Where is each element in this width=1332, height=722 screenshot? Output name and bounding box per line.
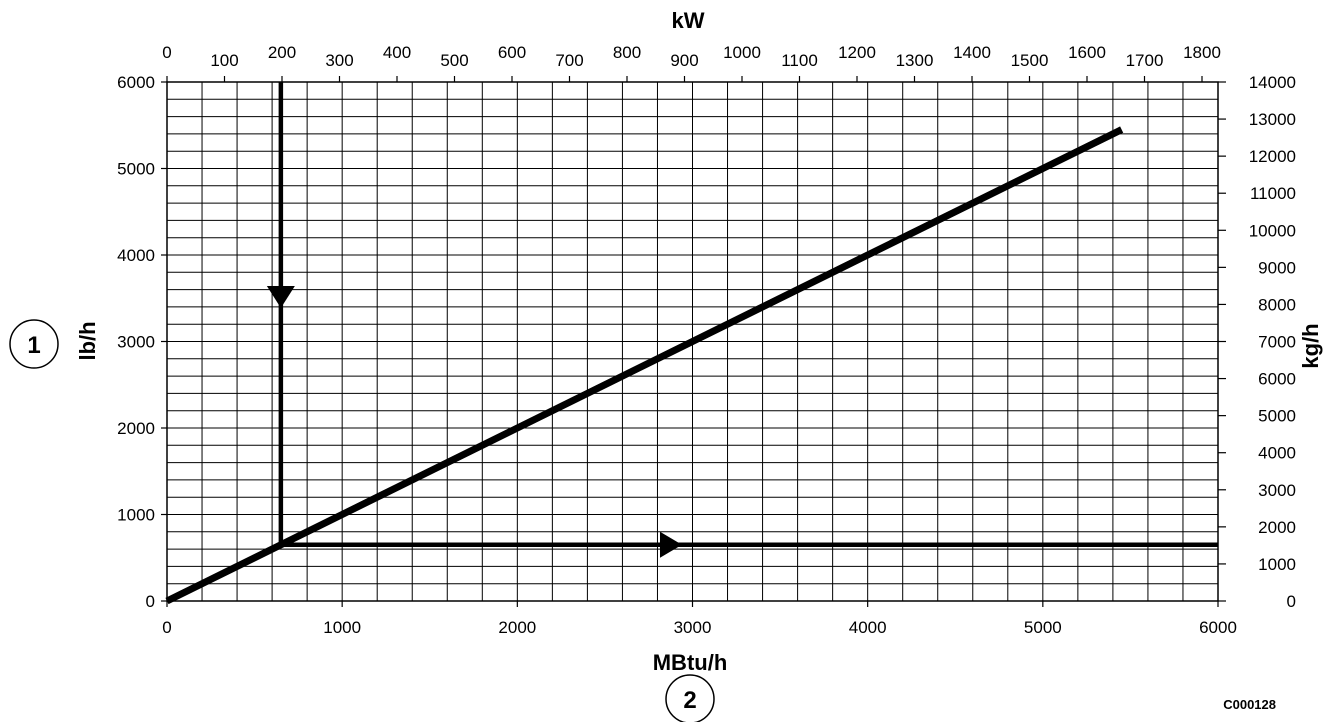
y2-tick-label: 4000 bbox=[1258, 444, 1296, 463]
x2-tick-label: 600 bbox=[498, 43, 526, 62]
x2-tick-label: 0 bbox=[162, 43, 171, 62]
x-axis-title: MBtu/h bbox=[653, 650, 728, 675]
grid bbox=[166, 81, 1219, 602]
arrow-right-icon bbox=[660, 531, 682, 558]
tick-labels: 0 1000 2000 3000 4000 5000 6000010002000300040… bbox=[117, 43, 1296, 637]
y-axis-title: lb/h bbox=[75, 321, 100, 360]
y2-axis-title: kg/h bbox=[1298, 323, 1323, 368]
x-tick-label: 6000 bbox=[1199, 618, 1237, 637]
y2-tick-label: 12000 bbox=[1249, 147, 1296, 166]
y-tick-label: 1000 bbox=[117, 506, 155, 525]
x-tick-label: 5000 bbox=[1024, 618, 1062, 637]
y2-tick-label: 14000 bbox=[1249, 73, 1296, 92]
y-tick-label: 6000 bbox=[117, 73, 155, 92]
y2-tick-label: 7000 bbox=[1258, 333, 1296, 352]
x2-tick-label: 1400 bbox=[953, 43, 991, 62]
x-tick-label: 0 bbox=[162, 618, 171, 637]
callout-1-circle bbox=[9, 319, 59, 369]
y2-tick-label: 8000 bbox=[1258, 295, 1296, 314]
arrow-down-icon bbox=[266, 286, 295, 308]
y-tick-label: 4000 bbox=[117, 246, 155, 265]
y-tick-label: 3000 bbox=[117, 333, 155, 352]
x2-tick-label: 1500 bbox=[1011, 51, 1049, 70]
callout-2-label: 2 bbox=[683, 687, 696, 714]
x2-tick-label: 1700 bbox=[1126, 51, 1164, 70]
x2-tick-label: 1300 bbox=[896, 51, 934, 70]
y2-tick-label: 0 bbox=[1287, 592, 1296, 611]
x2-tick-label: 1100 bbox=[781, 51, 818, 70]
y2-tick-label: 13000 bbox=[1249, 110, 1296, 129]
y-tick-label: 0 bbox=[146, 592, 155, 611]
x-tick-label: 1000 bbox=[323, 618, 361, 637]
figure-code: C000128 bbox=[1223, 697, 1276, 712]
x2-tick-label: 700 bbox=[555, 51, 583, 70]
x2-tick-label: 1800 bbox=[1183, 43, 1221, 62]
x-tick-label: 4000 bbox=[849, 618, 887, 637]
callout-1-label: 1 bbox=[27, 332, 40, 359]
y-tick-label: 2000 bbox=[117, 419, 155, 438]
x2-axis-title: kW bbox=[672, 8, 705, 33]
y2-tick-label: 11000 bbox=[1250, 184, 1296, 203]
x-tick-label: 2000 bbox=[498, 618, 536, 637]
series-layer bbox=[165, 126, 1124, 605]
y2-tick-label: 10000 bbox=[1249, 221, 1296, 240]
y2-tick-label: 2000 bbox=[1258, 518, 1296, 537]
y2-tick-label: 1000 bbox=[1258, 555, 1296, 574]
y-tick-label: 5000 bbox=[117, 160, 155, 179]
x2-tick-label: 200 bbox=[268, 43, 296, 62]
x-tick-label: 3000 bbox=[674, 618, 712, 637]
y2-tick-label: 9000 bbox=[1258, 258, 1296, 277]
x2-tick-label: 400 bbox=[383, 43, 411, 62]
example-path bbox=[266, 82, 1218, 558]
x2-tick-label: 1600 bbox=[1068, 43, 1106, 62]
conversion-line bbox=[165, 126, 1124, 605]
x2-tick-label: 900 bbox=[670, 51, 698, 70]
callout-1: 1 bbox=[9, 319, 59, 369]
x2-tick-label: 800 bbox=[613, 43, 641, 62]
callout-2-circle bbox=[665, 674, 715, 722]
y2-tick-label: 3000 bbox=[1258, 481, 1296, 500]
x2-tick-label: 1000 bbox=[723, 43, 761, 62]
y2-tick-label: 5000 bbox=[1258, 407, 1296, 426]
x2-tick-label: 1200 bbox=[838, 43, 876, 62]
x2-tick-label: 500 bbox=[440, 51, 468, 70]
callout-2: 2 bbox=[665, 674, 715, 722]
x2-tick-label: 300 bbox=[325, 51, 353, 70]
y2-tick-label: 6000 bbox=[1258, 370, 1296, 389]
x2-tick-label: 100 bbox=[210, 51, 238, 70]
